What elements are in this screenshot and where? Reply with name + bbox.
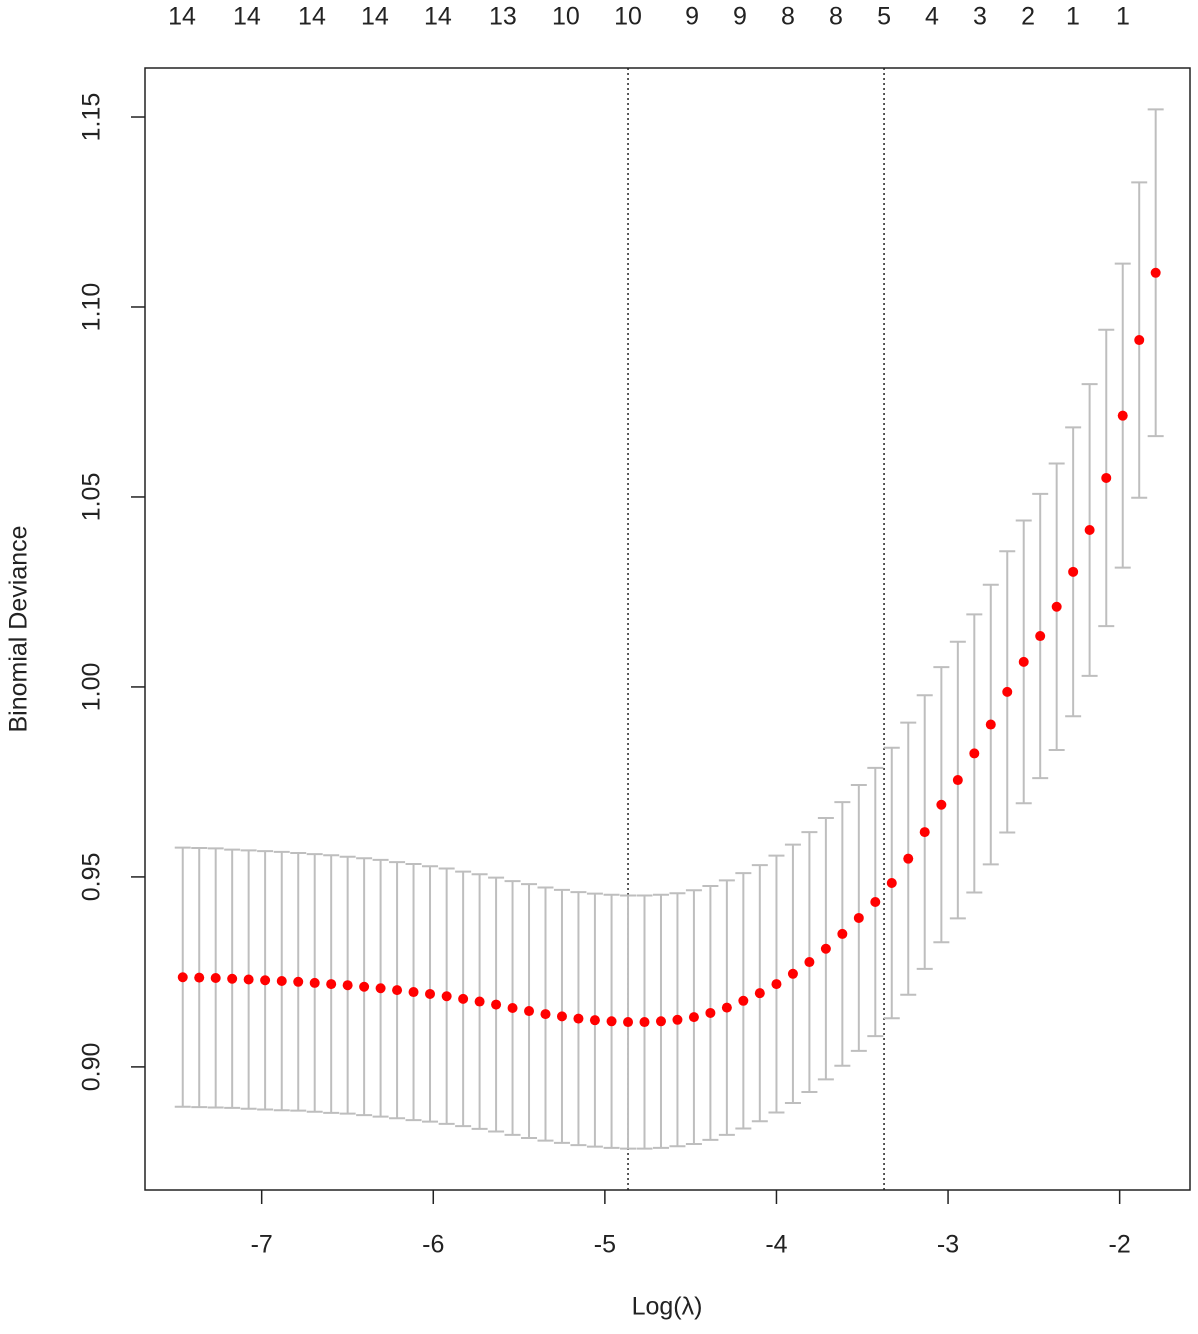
x-axis-label: Log(λ)	[632, 1293, 703, 1321]
point	[342, 980, 353, 991]
y-tick-label: 0.90	[78, 1043, 106, 1092]
point	[804, 957, 815, 968]
point	[293, 976, 304, 987]
point	[227, 973, 238, 984]
point	[1134, 335, 1145, 346]
y-axis-label: Binomial Deviance	[5, 525, 33, 732]
point	[623, 1017, 634, 1028]
point	[1150, 267, 1161, 278]
top-tick-label: 4	[925, 3, 939, 31]
point	[1101, 472, 1112, 483]
top-tick-label: 14	[168, 3, 196, 31]
point	[870, 896, 881, 907]
point	[1051, 601, 1062, 612]
top-tick-label: 14	[361, 3, 389, 31]
point	[309, 977, 320, 988]
point	[919, 827, 930, 838]
point	[441, 991, 452, 1002]
point	[837, 928, 848, 939]
point	[705, 1007, 716, 1018]
y-tick-label: 1.00	[78, 663, 106, 712]
x-tick-label: -7	[251, 1231, 273, 1259]
point	[507, 1003, 518, 1014]
top-tick-label: 1	[1116, 3, 1130, 31]
point	[375, 983, 386, 994]
x-tick-label: -2	[1109, 1231, 1131, 1259]
point	[392, 985, 403, 996]
x-tick-label: -5	[594, 1231, 616, 1259]
point	[491, 999, 502, 1010]
point	[639, 1017, 650, 1028]
y-tick-label: 1.05	[78, 473, 106, 522]
top-tick-label: 14	[298, 3, 326, 31]
y-tick-label: 1.10	[78, 283, 106, 332]
point	[408, 987, 419, 998]
point	[474, 996, 485, 1007]
point	[820, 943, 831, 954]
point	[326, 979, 337, 990]
point	[1068, 566, 1079, 577]
top-tick-label: 8	[781, 3, 795, 31]
point	[276, 976, 287, 987]
x-tick-label: -3	[937, 1231, 959, 1259]
point	[1084, 525, 1095, 536]
top-tick-label: 14	[424, 3, 452, 31]
point	[589, 1015, 600, 1026]
top-tick-label: 13	[489, 3, 517, 31]
y-tick-label: 1.15	[78, 93, 106, 142]
top-tick-label: 3	[973, 3, 987, 31]
point	[936, 799, 947, 810]
point	[540, 1009, 551, 1020]
point	[1002, 686, 1013, 697]
point	[210, 972, 221, 983]
point	[952, 775, 963, 786]
point	[721, 1002, 732, 1013]
point	[425, 988, 436, 999]
point	[655, 1016, 666, 1027]
point	[1018, 656, 1029, 667]
point	[573, 1013, 584, 1024]
point	[969, 748, 980, 759]
point	[738, 995, 749, 1006]
point	[556, 1011, 567, 1022]
x-tick-label: -4	[765, 1231, 787, 1259]
plot-frame	[144, 67, 1191, 1191]
point	[787, 968, 798, 979]
y-tick-label: 0.95	[78, 853, 106, 902]
point	[524, 1006, 535, 1017]
point	[672, 1014, 683, 1025]
top-tick-label: 14	[233, 3, 261, 31]
top-tick-label: 9	[685, 3, 699, 31]
point	[903, 853, 914, 864]
top-tick-label: 9	[733, 3, 747, 31]
top-tick-label: 5	[877, 3, 891, 31]
point	[886, 877, 897, 888]
top-tick-label: 1	[1066, 3, 1080, 31]
point	[771, 979, 782, 990]
point	[853, 912, 864, 923]
point	[177, 972, 188, 983]
point	[688, 1012, 699, 1023]
top-tick-label: 2	[1021, 3, 1035, 31]
top-tick-label: 10	[614, 3, 642, 31]
point	[359, 981, 370, 992]
point	[754, 988, 765, 999]
point	[1035, 631, 1046, 642]
x-tick-label: -6	[422, 1231, 444, 1259]
point	[260, 975, 271, 986]
point	[194, 972, 205, 983]
point	[606, 1016, 617, 1027]
point	[243, 974, 254, 985]
point	[1117, 410, 1128, 421]
top-tick-label: 8	[829, 3, 843, 31]
point	[985, 719, 996, 730]
point	[458, 993, 469, 1004]
top-tick-label: 10	[552, 3, 580, 31]
